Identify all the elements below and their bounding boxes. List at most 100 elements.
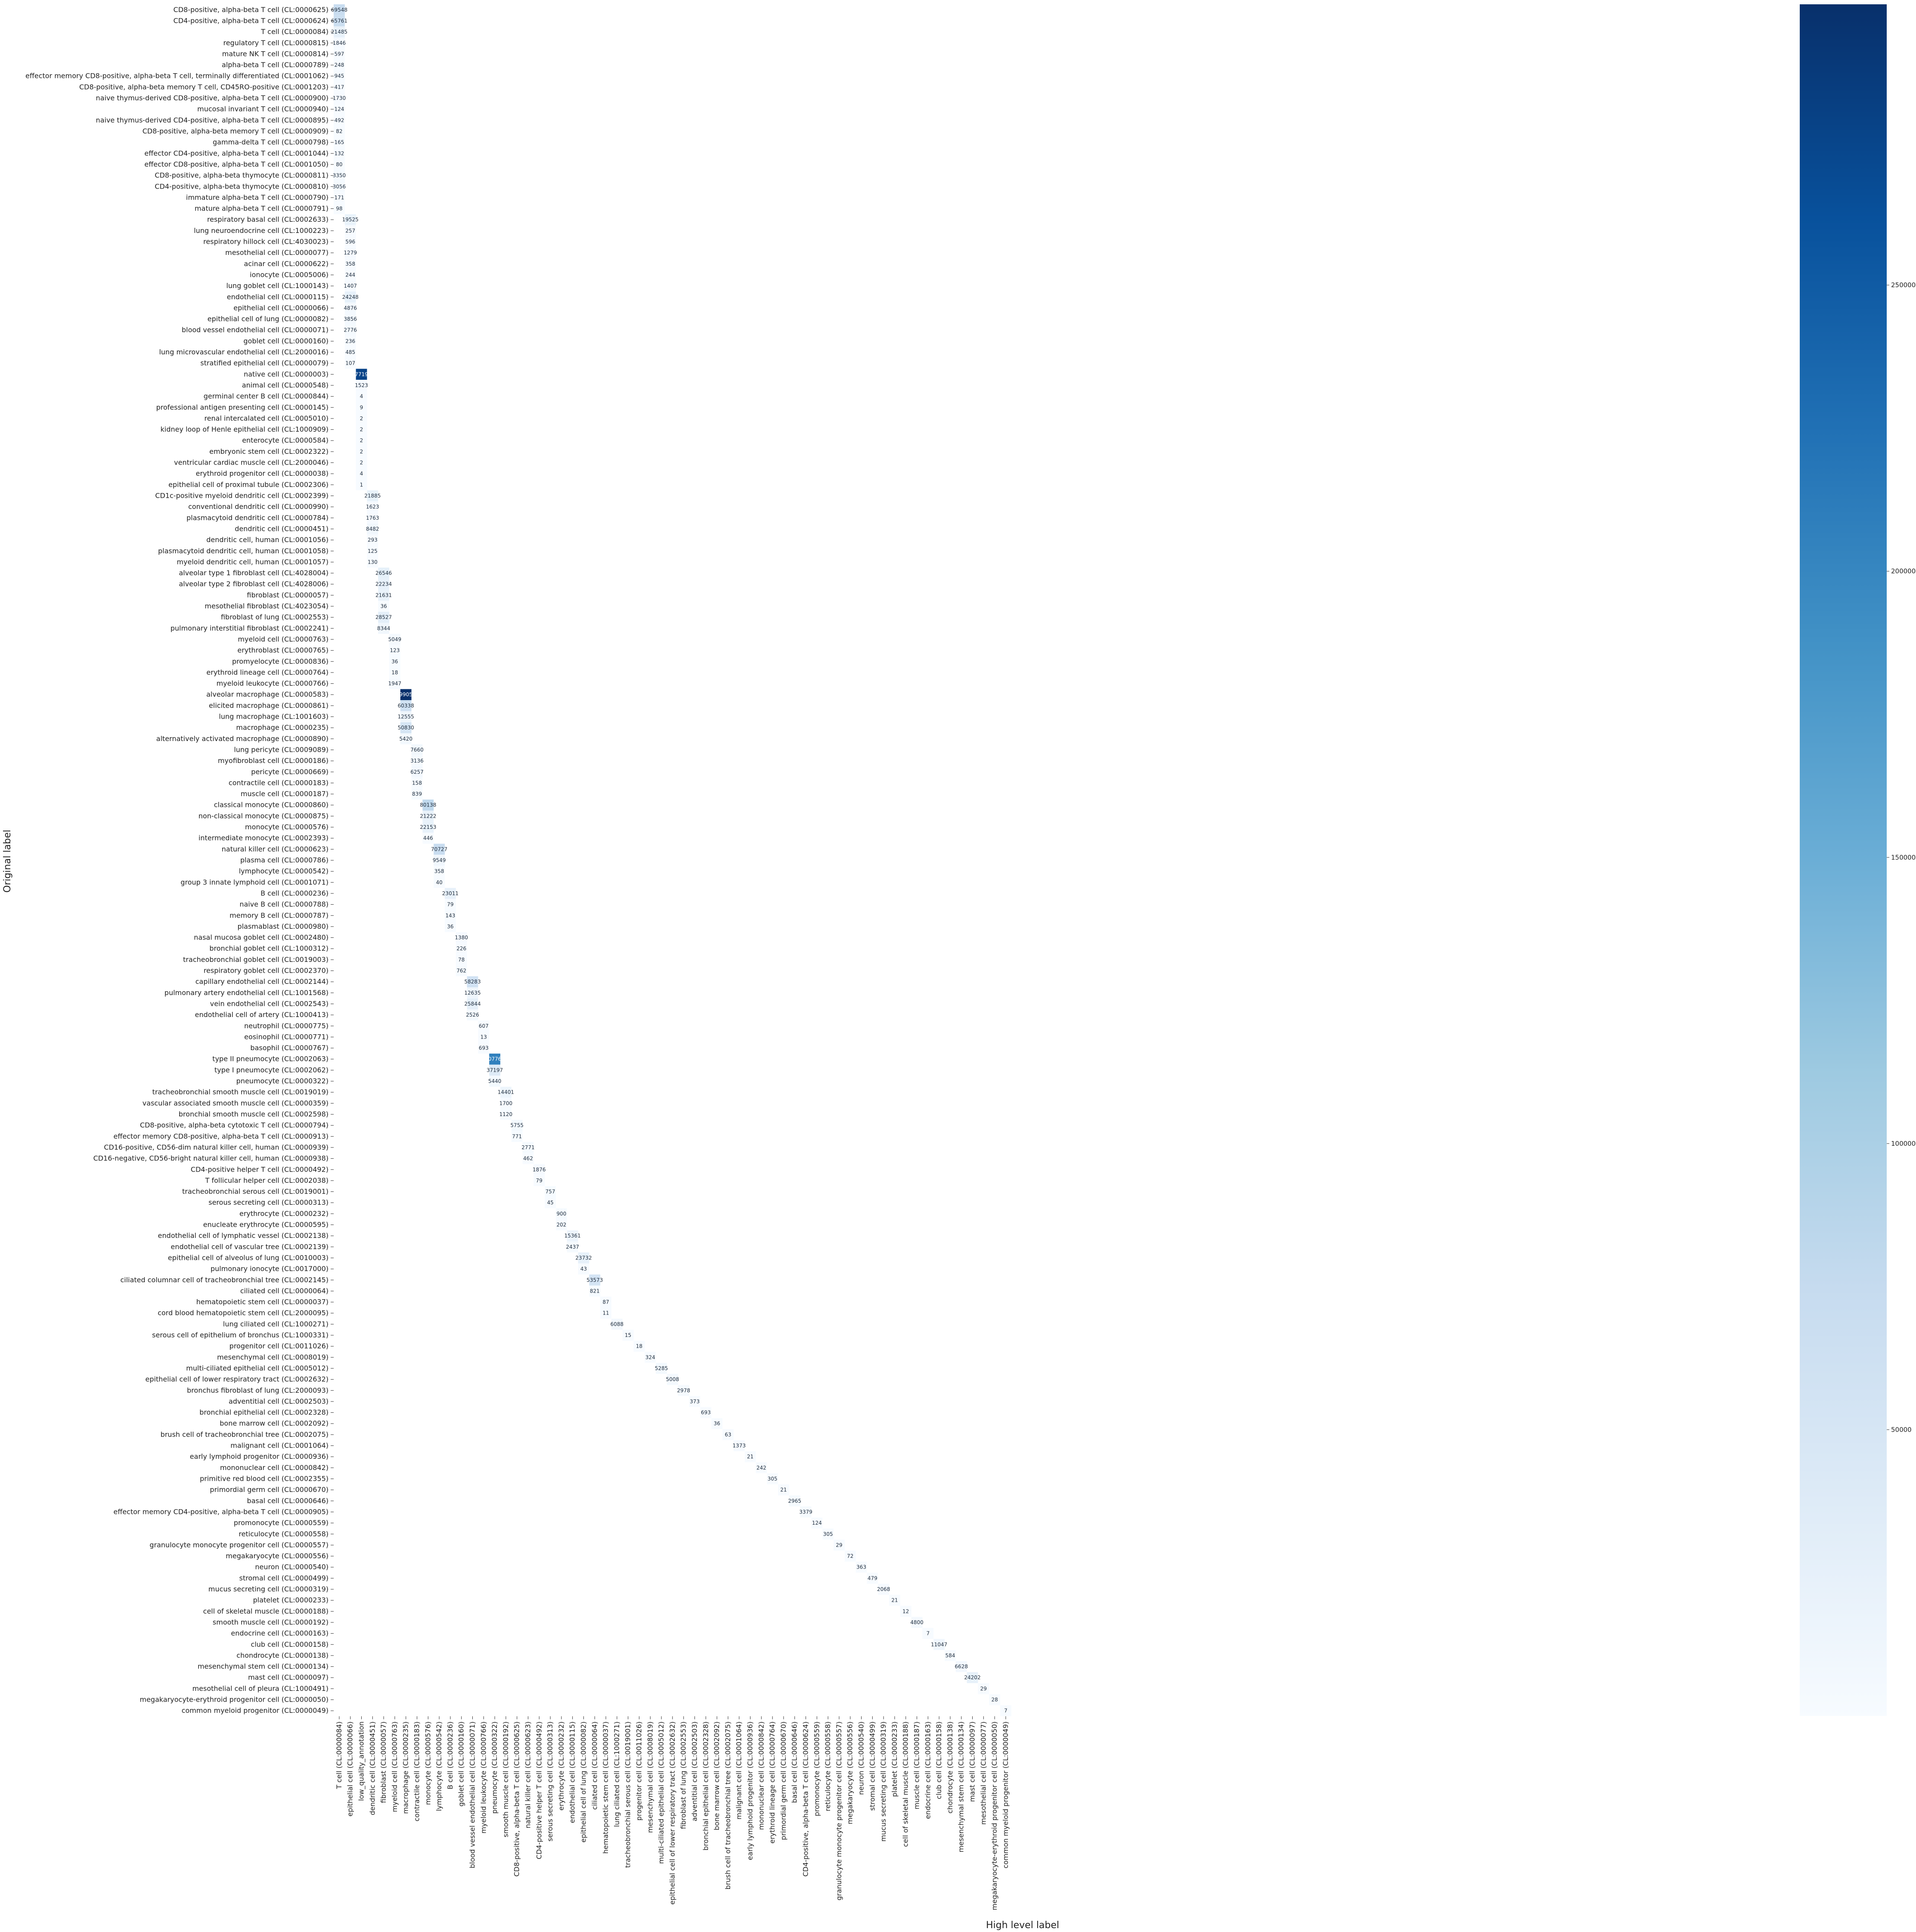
heatmap-cell bbox=[344, 347, 356, 358]
heatmap-cell bbox=[334, 126, 345, 137]
heatmap-cell bbox=[334, 15, 345, 27]
cell-value-label: 236 bbox=[345, 338, 355, 344]
heatmap-cell bbox=[567, 1230, 578, 1241]
x-tick-label: bone marrow cell (CL:0002092) bbox=[713, 1721, 721, 1830]
cell-value-label: 158 bbox=[412, 780, 422, 786]
heatmap-cell bbox=[334, 37, 345, 49]
cell-value-label: 1279 bbox=[344, 250, 357, 256]
cell-value-label: 45 bbox=[547, 1200, 553, 1206]
heatmap-cell bbox=[533, 1164, 545, 1175]
cell-value-label: 5755 bbox=[510, 1123, 524, 1129]
heatmap-cell bbox=[700, 1407, 712, 1418]
cell-value-label: 22153 bbox=[420, 824, 436, 830]
cell-value-label: 821 bbox=[590, 1288, 600, 1294]
y-tick-label: lung ciliated cell (CL:1000271) bbox=[223, 1320, 329, 1328]
y-tick-label: alveolar type 1 fibroblast cell (CL:4028… bbox=[179, 569, 329, 577]
heatmap-cell bbox=[378, 623, 389, 634]
cell-value-label: 72 bbox=[847, 1553, 853, 1559]
heatmap-cell bbox=[489, 1053, 500, 1065]
cell-value-label: 21631 bbox=[375, 592, 392, 598]
cell-value-label: 18 bbox=[391, 670, 398, 676]
y-tick-label: naive thymus-derived CD4-positive, alpha… bbox=[96, 116, 329, 124]
heatmap-cell bbox=[955, 1661, 967, 1672]
cell-value-label: 9 bbox=[360, 404, 363, 410]
y-tick-label: T cell (CL:0000084) bbox=[260, 28, 329, 36]
x-tick-label: CD4-positive, alpha-beta T cell (CL:0000… bbox=[802, 1721, 810, 1876]
cell-value-label: 2 bbox=[360, 437, 363, 443]
colorbar-ticks: 50000 100000 150000 200000 250000 bbox=[1887, 281, 1916, 1433]
y-tick-label: epithelial cell of proximal tubule (CL:0… bbox=[168, 481, 329, 489]
cell-value-label: 107 bbox=[345, 360, 355, 366]
heatmap-cell bbox=[411, 766, 423, 778]
heatmap-cell bbox=[445, 910, 456, 921]
y-tick-label: lung goblet cell (CL:1000143) bbox=[226, 282, 329, 290]
heatmap-cell bbox=[334, 26, 345, 37]
cell-value-label: 53573 bbox=[586, 1277, 603, 1283]
cell-value-label: 50830 bbox=[398, 725, 414, 731]
x-tick-label: promonocyte (CL:0000559) bbox=[812, 1721, 821, 1816]
y-tick-label: promyelocyte (CL:0000836) bbox=[232, 657, 329, 665]
cell-value-label: 1730 bbox=[333, 95, 346, 101]
x-tick-label: mononuclear cell (CL:0000842) bbox=[757, 1721, 765, 1830]
x-tick-label: mucus secreting cell (CL:0000319) bbox=[879, 1721, 887, 1842]
x-tick-label: muscle cell (CL:0000187) bbox=[913, 1721, 921, 1809]
y-tick-label: bronchial goblet cell (CL:1000312) bbox=[209, 944, 329, 952]
cell-value-label: 1407 bbox=[344, 283, 357, 289]
cell-value-label: 6257 bbox=[410, 769, 424, 775]
heatmap-cell bbox=[411, 755, 423, 766]
heatmap-cell bbox=[378, 578, 389, 590]
cell-value-label: 37197 bbox=[487, 1067, 503, 1073]
y-tick-label: CD8-positive, alpha-beta cytotoxic T cel… bbox=[140, 1121, 329, 1129]
heatmap-cell bbox=[367, 545, 378, 557]
heatmap-cell bbox=[456, 954, 467, 965]
heatmap-cell bbox=[434, 877, 445, 888]
heatmap-cell bbox=[356, 479, 367, 490]
y-tick-label: T follicular helper cell (CL:0002038) bbox=[205, 1176, 329, 1185]
cell-value-label: 305 bbox=[768, 1476, 778, 1482]
y-tick-label: effector memory CD8-positive, alpha-beta… bbox=[113, 1132, 329, 1140]
heatmap-cell bbox=[344, 335, 356, 347]
heatmap-cell bbox=[411, 777, 423, 789]
heatmap-cell bbox=[467, 998, 478, 1010]
y-tick-label: eosinophil (CL:0000771) bbox=[244, 1033, 329, 1041]
cell-value-label: 28527 bbox=[375, 614, 392, 620]
x-tick-label: early lymphoid progenitor (CL:0000936) bbox=[746, 1721, 754, 1860]
cell-value-label: 358 bbox=[345, 261, 355, 267]
colorbar-tick-label: 250000 bbox=[1891, 281, 1916, 289]
x-tick-label: endocrine cell (CL:0000163) bbox=[924, 1721, 932, 1819]
heatmap-cell bbox=[945, 1650, 956, 1661]
heatmap-cell bbox=[545, 1186, 556, 1197]
y-tick-label: CD8-positive, alpha-beta memory T cell, … bbox=[79, 83, 329, 91]
cell-value-label: 87 bbox=[602, 1299, 609, 1305]
cell-value-label: 29 bbox=[836, 1542, 842, 1548]
heatmap-cell bbox=[756, 1462, 767, 1473]
y-tick-label: tracheobronchial serous cell (CL:0019001… bbox=[182, 1188, 329, 1196]
heatmap-cell bbox=[478, 1020, 490, 1032]
cell-value-label: 4800 bbox=[910, 1619, 924, 1625]
heatmap-cell bbox=[500, 1098, 512, 1109]
x-tick-label: blood vessel endothelial cell (CL:000007… bbox=[468, 1721, 477, 1868]
heatmap-cell bbox=[422, 799, 434, 811]
cell-value-label: 36 bbox=[380, 603, 387, 609]
heatmap-cell bbox=[500, 1086, 512, 1098]
heatmap-cell bbox=[622, 1330, 634, 1341]
y-tick-label: pulmonary interstitial fibroblast (CL:00… bbox=[171, 624, 329, 632]
cell-value-label: 36 bbox=[713, 1420, 720, 1427]
y-tick-label: animal cell (CL:0000548) bbox=[242, 381, 329, 389]
y-tick-label: granulocyte monocyte progenitor cell (CL… bbox=[149, 1541, 329, 1549]
x-tick-label: erythrocyte (CL:0000232) bbox=[557, 1721, 565, 1811]
cell-value-label: 3350 bbox=[333, 173, 346, 179]
heatmap-cell bbox=[589, 1274, 601, 1286]
heatmap-cell bbox=[344, 313, 356, 325]
y-tick-label: type II pneumocyte (CL:0002063) bbox=[212, 1055, 329, 1063]
heatmap-cell bbox=[456, 932, 467, 943]
cell-value-label: 12635 bbox=[464, 990, 481, 996]
y-tick-label: endothelial cell (CL:0000115) bbox=[227, 293, 329, 301]
heatmap-cell bbox=[611, 1318, 623, 1330]
heatmap-cell bbox=[334, 170, 345, 181]
heatmap-cell bbox=[356, 435, 367, 447]
heatmap-cell bbox=[600, 1307, 611, 1319]
y-tick-label: brush cell of tracheobronchial tree (CL:… bbox=[161, 1430, 329, 1439]
y-tick-label: effector memory CD8-positive, alpha-beta… bbox=[25, 72, 329, 80]
x-tick-label: progenitor cell (CL:0011026) bbox=[635, 1721, 643, 1820]
